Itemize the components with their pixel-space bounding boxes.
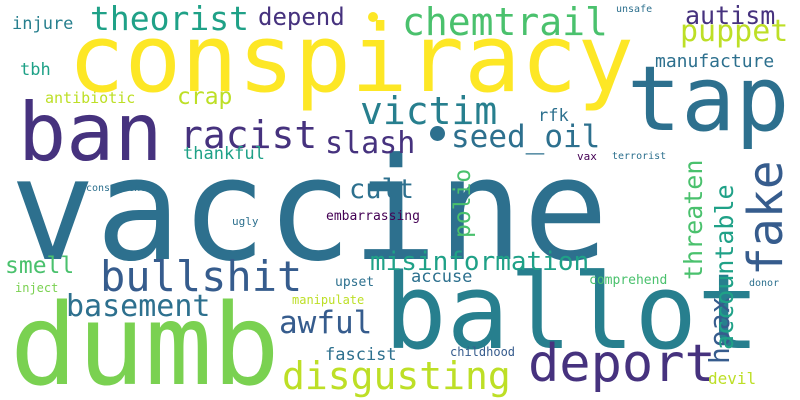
word-puppet: puppet [680, 14, 789, 49]
word-basement: basement [66, 289, 211, 324]
word-upset: upset [335, 275, 375, 290]
word-injure: injure [12, 14, 74, 34]
word-consequence: consequence [86, 183, 153, 194]
word-vax: vax [577, 150, 597, 163]
word-devil: devil [708, 369, 757, 388]
word-fascist: fascist [325, 345, 397, 365]
word-victim: victim [360, 89, 498, 133]
word-seed_oil: seed_oil [451, 119, 601, 155]
word-ban: ban [18, 86, 163, 179]
word-childhood: childhood [450, 345, 516, 359]
word-tbh: tbh [20, 60, 51, 80]
word-deport: deport [528, 334, 716, 394]
word-thankful: thankful [183, 144, 265, 164]
word-unsafe: unsafe [616, 4, 653, 15]
word-vaccine: vaccine [10, 128, 609, 293]
word-embarrassing: embarrassing [326, 209, 420, 224]
word-manipulate: manipulate [292, 293, 365, 307]
word-inject: inject [15, 281, 59, 295]
word-fake: fake [738, 160, 794, 276]
word-awful: awful [279, 305, 373, 341]
word-ballot: ballot [384, 251, 760, 373]
word-disgusting: disgusting [282, 354, 511, 398]
word-rfk: rfk [538, 106, 569, 126]
word-terrorist: terrorist [612, 151, 667, 162]
word-ugly: ugly [232, 215, 259, 228]
word-threaten: threaten [679, 159, 708, 280]
word-autism: autism [685, 1, 776, 30]
word-crap: crap [177, 84, 233, 110]
word-polio: polio [450, 168, 476, 238]
word-theorist: theorist [90, 0, 249, 38]
word-bullshit: bullshit [100, 252, 303, 301]
word-accuse: accuse [411, 267, 473, 287]
word-misinformation: misinformation [370, 247, 590, 277]
word-accountable: accountable [710, 184, 739, 350]
word-slash: slash [325, 126, 416, 161]
word-smell: smell [5, 253, 75, 279]
word-comprehend: comprehend [589, 273, 668, 288]
word-tap: tap [627, 47, 790, 152]
dot-decoration [430, 126, 445, 141]
word-antibiotic: antibiotic [45, 89, 136, 107]
word-chemtrail: chemtrail [402, 0, 608, 44]
word-conspiracy: conspiracy [68, 5, 634, 114]
word-manufacture: manufacture [655, 51, 775, 72]
dot-decoration [368, 12, 378, 22]
word-depend: depend [258, 3, 345, 31]
word-donor: donor [749, 278, 780, 289]
word-dumb: dumb [10, 281, 280, 400]
word-cult: cult [349, 174, 415, 205]
word-racist: racist [180, 113, 318, 157]
